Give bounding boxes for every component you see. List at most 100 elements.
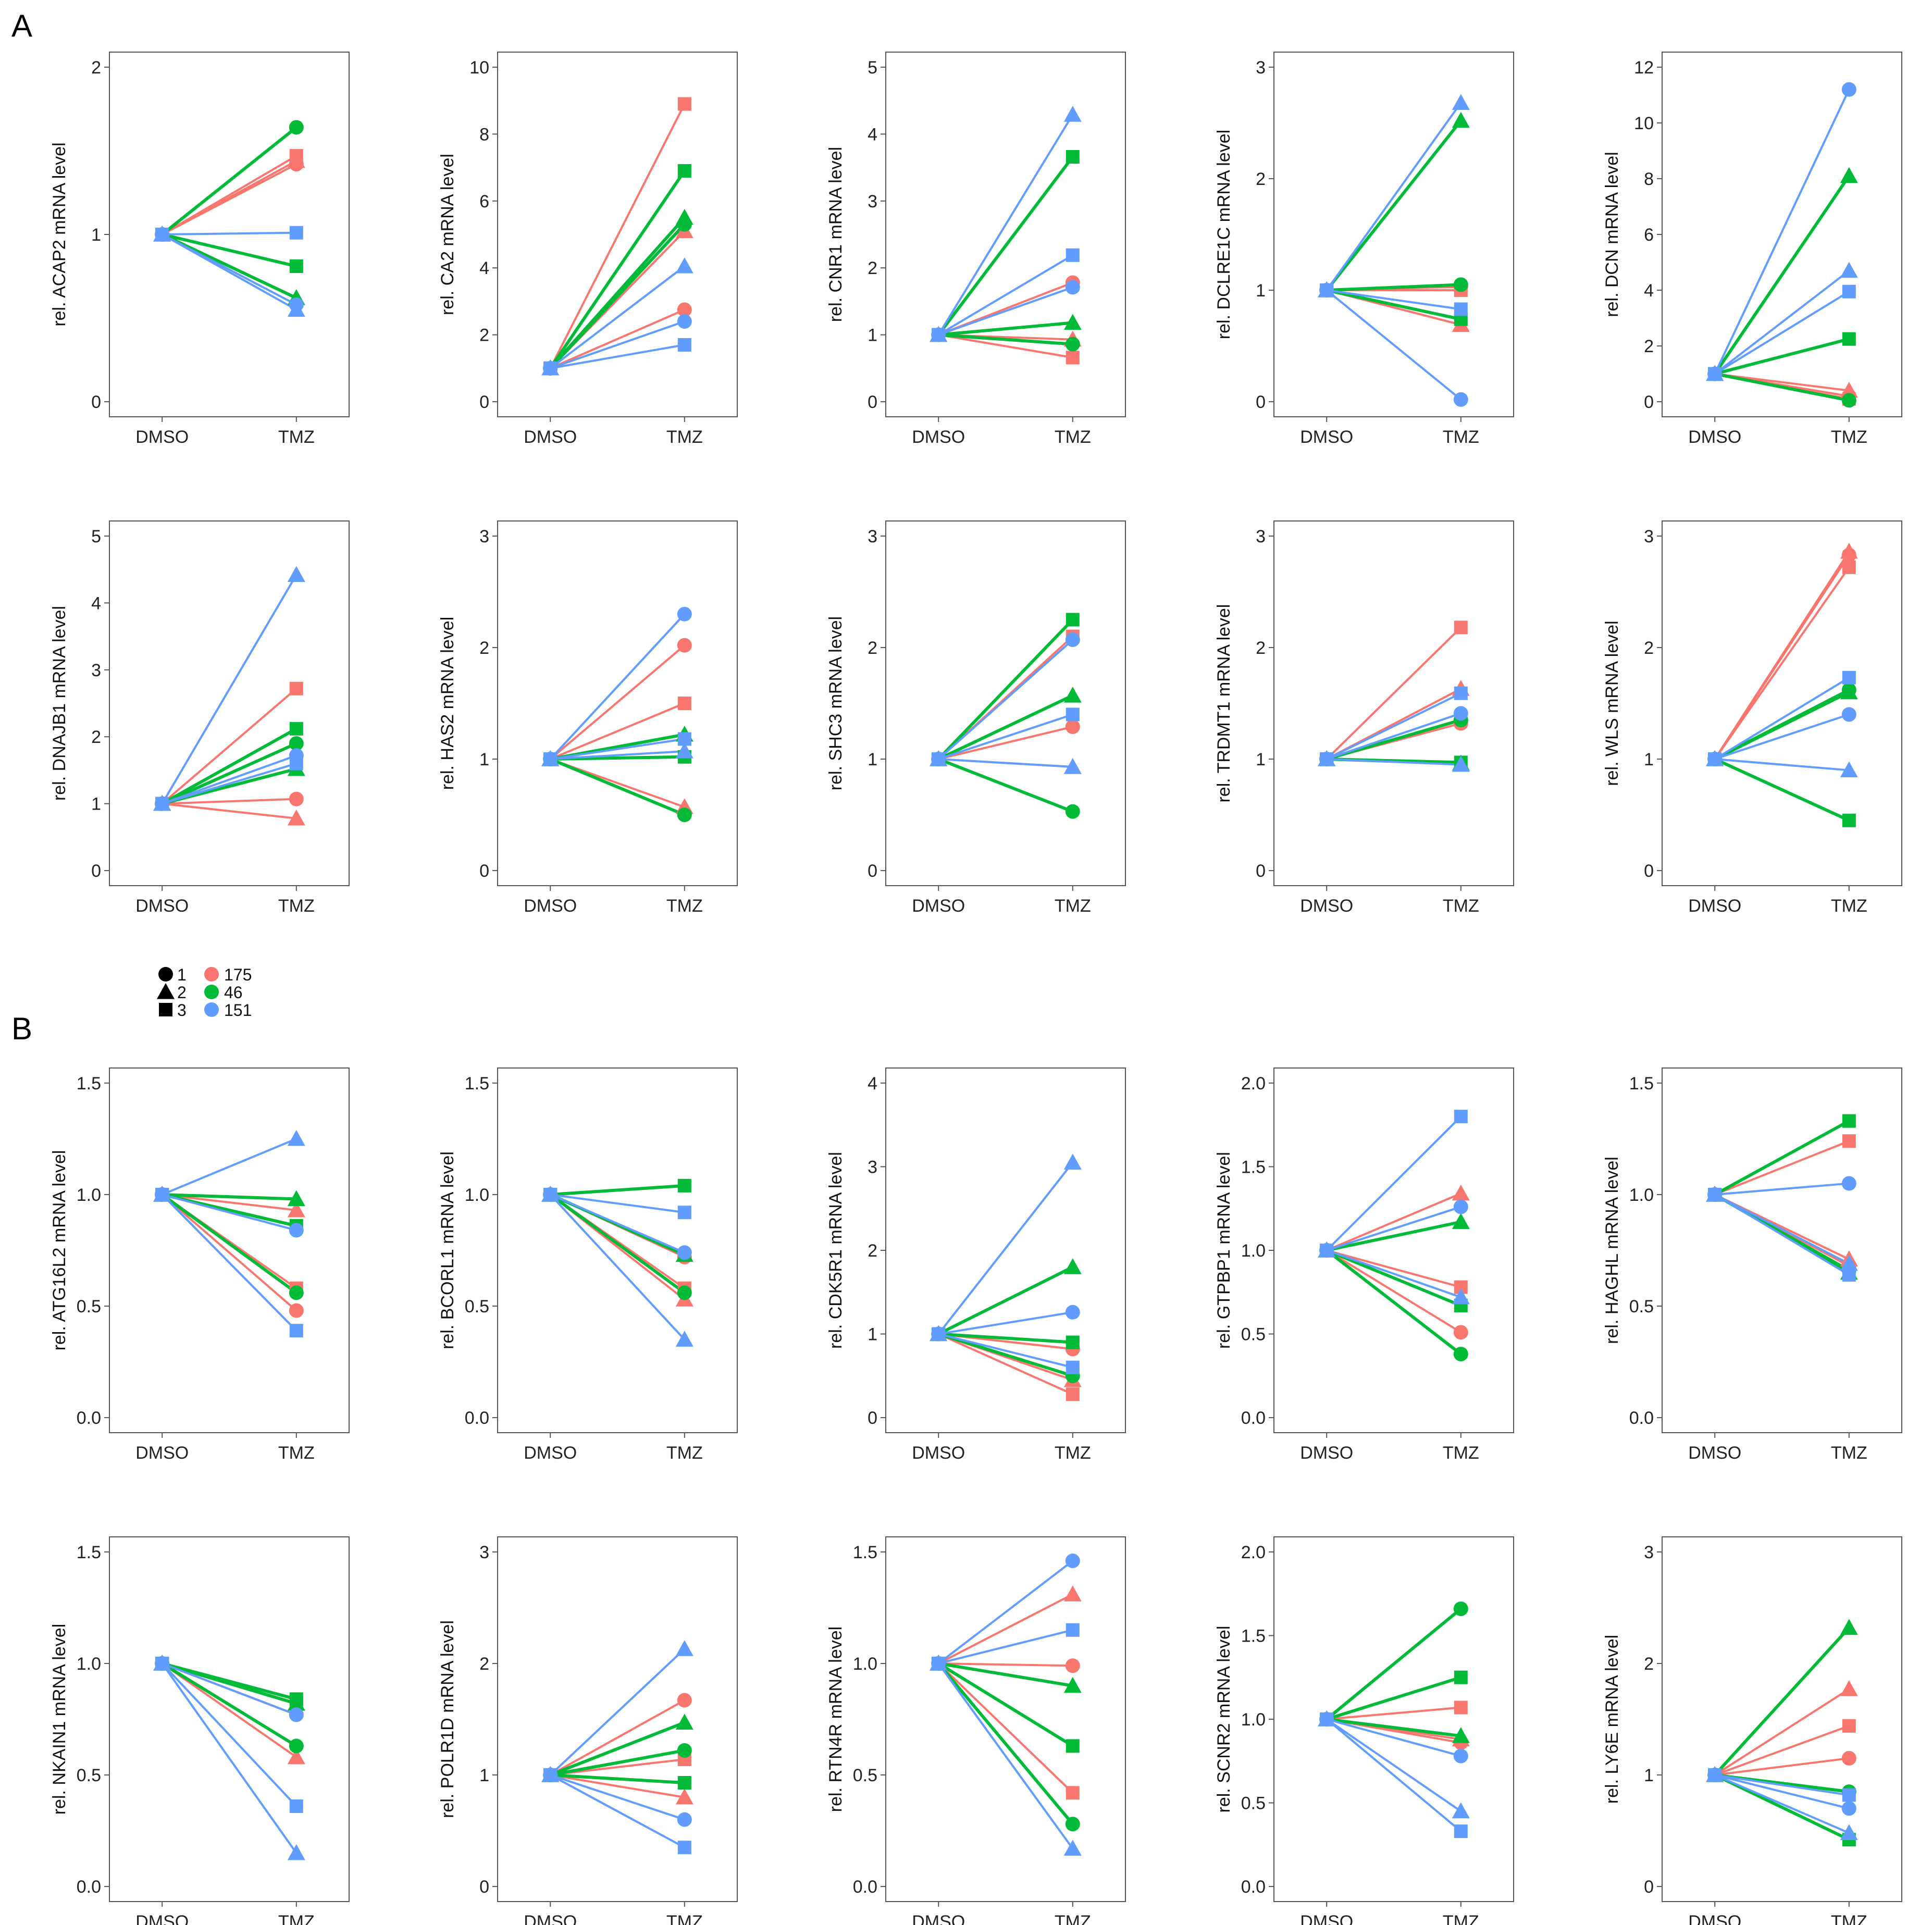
series-line bbox=[160, 742, 298, 805]
y-tick-label: 3 bbox=[868, 1157, 877, 1177]
series-line bbox=[1326, 1192, 1462, 1251]
x-tick-label: TMZ bbox=[1443, 1912, 1479, 1925]
y-axis-label: rel. POLR1D mRNA level bbox=[438, 1620, 457, 1818]
data-point bbox=[1454, 302, 1468, 316]
data-point bbox=[1452, 1727, 1470, 1743]
series-line bbox=[1713, 690, 1851, 761]
y-axis-label: rel. TRDMT1 mRNA level bbox=[1214, 604, 1234, 803]
data-point bbox=[1842, 1114, 1856, 1128]
data-point bbox=[1063, 1258, 1082, 1274]
data-point bbox=[1454, 1824, 1468, 1839]
data-point bbox=[289, 756, 303, 771]
data-point bbox=[289, 736, 304, 751]
series-line bbox=[937, 1593, 1074, 1665]
y-tick-label: 1.5 bbox=[1241, 1626, 1266, 1646]
series-line bbox=[1713, 1119, 1851, 1196]
series-line bbox=[1713, 174, 1851, 376]
data-point bbox=[1320, 1244, 1334, 1257]
data-point bbox=[543, 752, 558, 766]
data-point bbox=[677, 1206, 691, 1220]
data-point bbox=[932, 1656, 946, 1670]
legend-group-label: 175 bbox=[224, 965, 252, 984]
data-point bbox=[289, 681, 303, 696]
y-axis-label: rel. CNR1 mRNA level bbox=[826, 147, 846, 322]
data-point bbox=[289, 1738, 304, 1754]
data-point bbox=[1066, 707, 1080, 722]
legend-shape-triangle bbox=[157, 983, 175, 999]
x-tick-label: TMZ bbox=[1055, 1443, 1091, 1463]
series-line bbox=[1714, 88, 1850, 375]
data-point bbox=[287, 301, 305, 317]
y-axis-label: rel. CA2 mRNA level bbox=[438, 154, 457, 315]
series-line bbox=[549, 103, 686, 369]
data-point bbox=[1842, 670, 1856, 685]
y-axis-label: rel. SCNR2 mRNA level bbox=[1214, 1626, 1234, 1813]
data-point bbox=[289, 1707, 304, 1722]
data-point bbox=[1065, 804, 1080, 819]
chart-panel: 0.0 0.5 1.0 1.5 DMSO TMZ rel. BCORL1 mRNA leve… bbox=[438, 1067, 738, 1463]
series-line bbox=[161, 1193, 298, 1232]
x-tick-label: TMZ bbox=[1055, 896, 1091, 916]
series-line bbox=[1714, 713, 1850, 761]
data-point bbox=[1454, 620, 1468, 635]
data-point bbox=[675, 1331, 693, 1347]
series-line bbox=[937, 333, 1074, 346]
y-tick-label: 8 bbox=[1644, 169, 1654, 189]
data-point bbox=[1063, 758, 1082, 774]
series-line bbox=[1326, 1249, 1462, 1288]
y-tick-label: 0.5 bbox=[77, 1766, 101, 1785]
y-tick-label: 1.5 bbox=[77, 1074, 101, 1094]
data-point bbox=[155, 1187, 169, 1201]
y-tick-label: 1.5 bbox=[853, 1543, 877, 1562]
legend-group-label: 46 bbox=[224, 983, 243, 1002]
panel-label-a: A bbox=[11, 8, 32, 43]
series-line bbox=[549, 343, 686, 369]
series-line bbox=[161, 1193, 298, 1332]
y-axis-label: rel. ACAP2 mRNA level bbox=[49, 142, 69, 326]
series-line bbox=[1714, 1724, 1850, 1777]
plot-frame bbox=[497, 520, 738, 886]
data-point bbox=[1066, 1360, 1080, 1374]
data-point bbox=[289, 120, 304, 135]
y-tick-label: 0.5 bbox=[1241, 1325, 1266, 1345]
chart-panel: 0.0 0.5 1.0 1.5 2.0 DMSO TMZ rel. SCNR2 mRNA le… bbox=[1214, 1536, 1514, 1925]
data-point bbox=[1453, 1199, 1468, 1214]
y-tick-label: 3 bbox=[868, 527, 877, 547]
y-tick-label: 3 bbox=[479, 527, 489, 547]
series-line bbox=[1325, 718, 1463, 761]
data-point bbox=[677, 1743, 692, 1758]
y-tick-label: 4 bbox=[868, 125, 877, 144]
x-tick-label: DMSO bbox=[1688, 1912, 1741, 1925]
series-line bbox=[1325, 1249, 1463, 1356]
data-point bbox=[1708, 1768, 1722, 1782]
y-tick-label: 2 bbox=[91, 58, 101, 78]
series-line bbox=[1714, 1774, 1850, 1810]
y-tick-label: 2 bbox=[868, 258, 877, 278]
data-point bbox=[1063, 1840, 1082, 1856]
chart-panel: 0 1 2 3 DMSO TMZ rel. POLR1D mRNA level bbox=[438, 1536, 738, 1925]
legend-shape-square bbox=[159, 1003, 172, 1016]
series-line bbox=[1714, 1774, 1850, 1796]
chart-panel: 0 1 2 3 DMSO TMZ rel. TRDMT1 mRNA level bbox=[1214, 520, 1514, 916]
series-line bbox=[1714, 1193, 1850, 1276]
y-axis-label: rel. HAS2 mRNA level bbox=[438, 617, 457, 790]
series-line bbox=[161, 687, 298, 805]
series-line bbox=[937, 1661, 1074, 1826]
data-point bbox=[1063, 106, 1082, 122]
data-point bbox=[289, 1324, 303, 1338]
series-line bbox=[549, 1773, 686, 1785]
data-point bbox=[677, 808, 692, 823]
data-point bbox=[1063, 1153, 1082, 1170]
x-tick-label: TMZ bbox=[666, 427, 703, 447]
series-line bbox=[1325, 283, 1463, 292]
data-point bbox=[1840, 262, 1858, 278]
data-point bbox=[1452, 94, 1470, 110]
data-point bbox=[1066, 613, 1080, 627]
series-line bbox=[937, 1161, 1074, 1335]
legend-color-swatch bbox=[204, 967, 219, 982]
y-axis-label: rel. LY6E mRNA level bbox=[1602, 1635, 1622, 1804]
data-point bbox=[155, 797, 169, 811]
series-line bbox=[549, 169, 686, 370]
data-point bbox=[1452, 1184, 1470, 1201]
series-line bbox=[1326, 102, 1462, 292]
